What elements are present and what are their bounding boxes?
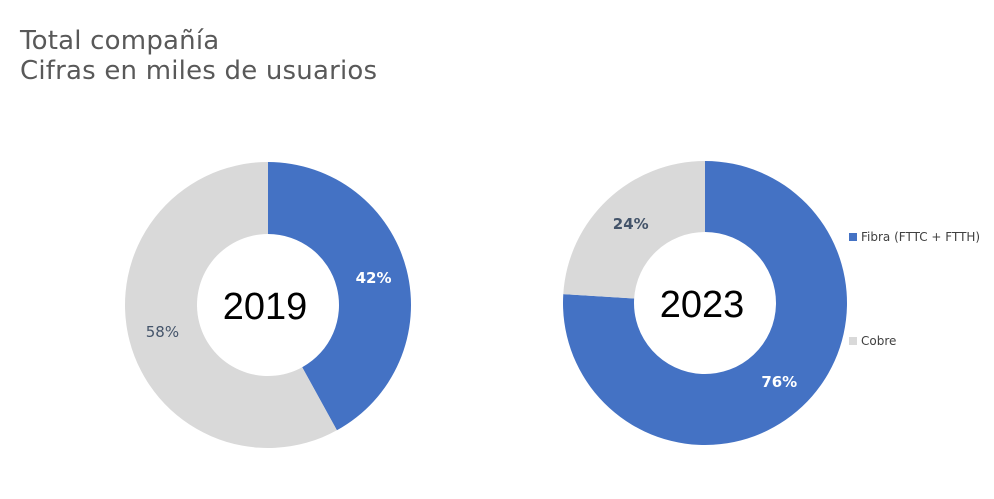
chart-title: Total compañía Cifras en miles de usuari… [20,26,377,86]
title-line-2: Cifras en miles de usuarios [20,56,378,86]
title-line-1: Total compañía [20,26,220,56]
legend-swatch-fibra [849,233,857,241]
slice-fibra-2019 [268,162,412,431]
donut-chart-2023: 76% 24% 2023 [563,161,848,445]
center-label-2019: 2019 [223,286,308,328]
center-label-2023: 2023 [660,284,745,326]
slice-cobre-2023 [563,161,705,299]
legend-item-fibra: Fibra (FTTC + FTTH) [849,230,980,244]
legend-item-cobre: Cobre [849,334,896,348]
slice-cobre-2019 [125,162,337,448]
legend-swatch-cobre [849,337,857,345]
slice-fibra-2023 [563,161,848,445]
data-label-fibra-2023: 76% [761,373,797,391]
data-label-cobre-2023: 24% [613,215,649,233]
data-label-fibra-2019: 42% [356,269,392,287]
donut-chart-2019: 42% 58% 2019 [125,162,412,448]
data-label-cobre-2019: 58% [146,323,179,341]
legend-label-fibra: Fibra (FTTC + FTTH) [861,230,981,244]
legend-label-cobre: Cobre [861,334,897,348]
